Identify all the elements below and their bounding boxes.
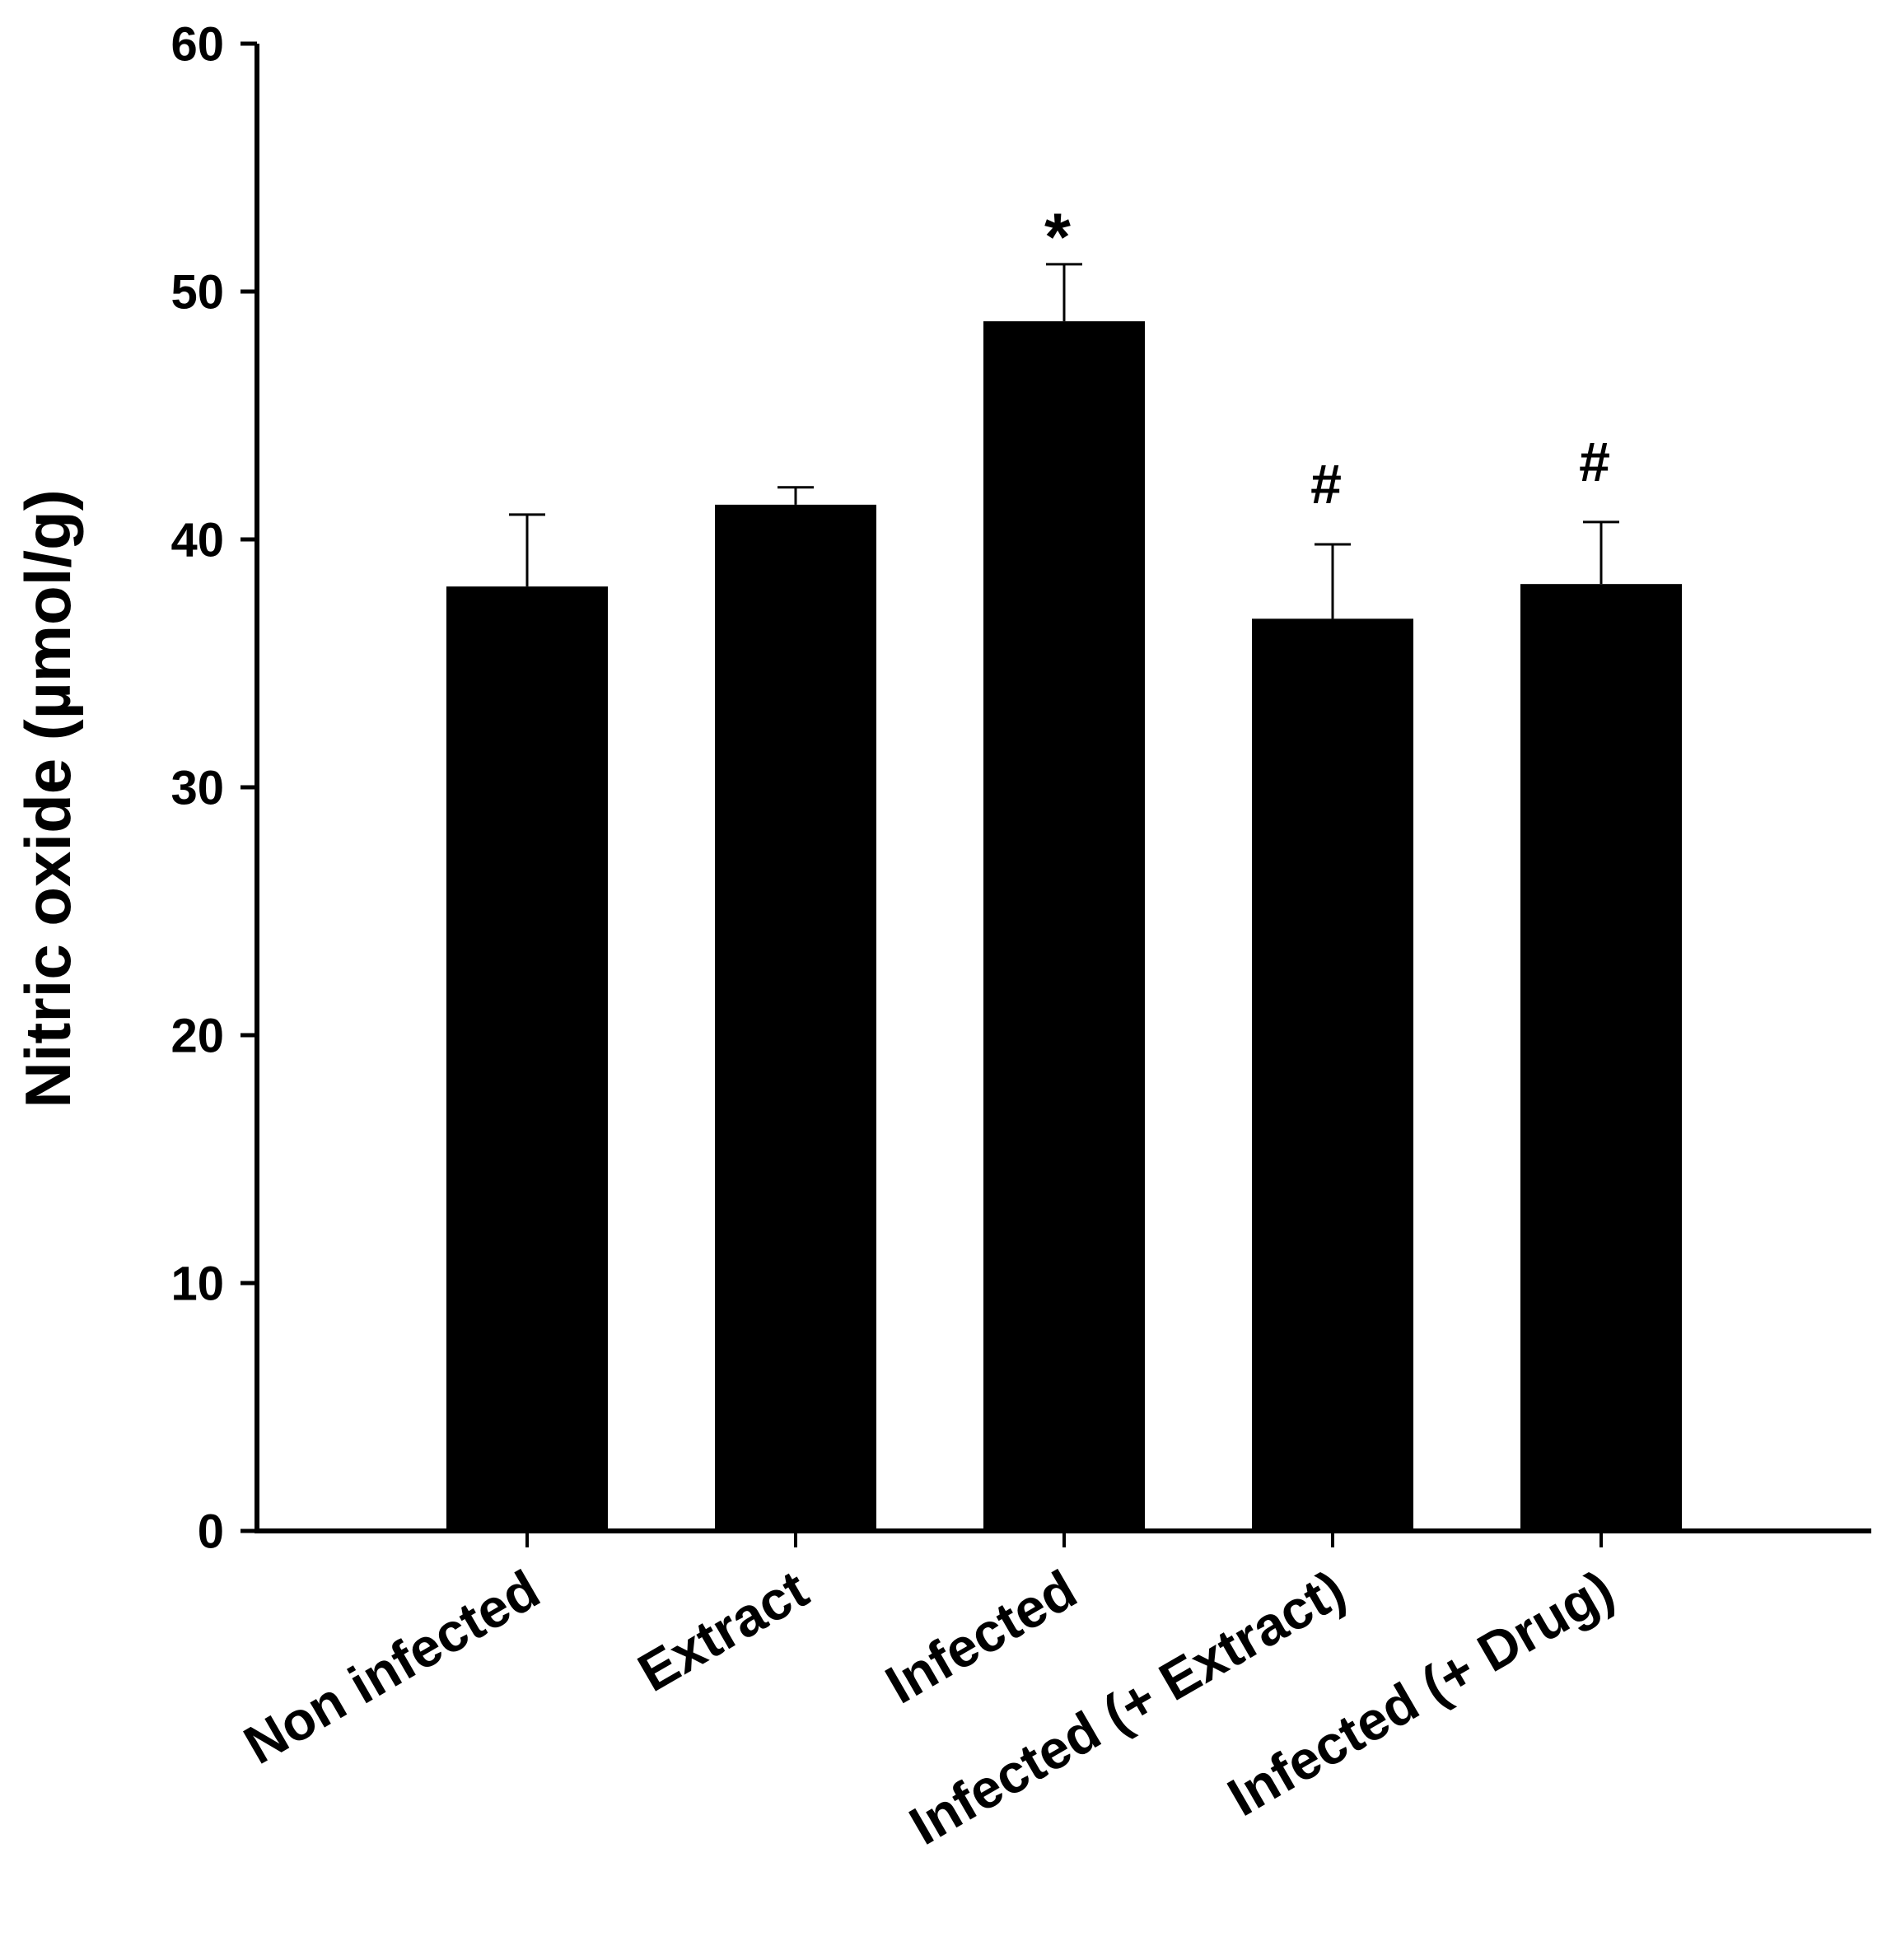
y-tick-label-5: 50 (170, 265, 224, 319)
y-tick-label-1: 10 (170, 1257, 224, 1310)
x-tick-label-2: Infected (876, 1558, 1086, 1715)
y-axis-label: Nitric oxide (µmol/g) (12, 489, 84, 1108)
y-tick-label-0: 0 (198, 1505, 224, 1558)
bars-layer: * # # (446, 200, 1682, 1532)
bar-0 (446, 586, 608, 1532)
y-tick-label-4: 40 (170, 513, 224, 567)
x-tick-label-1: Extract (628, 1558, 818, 1703)
y-tick-label-3: 30 (170, 761, 224, 814)
annotation-3: # (1310, 453, 1342, 516)
bar-4 (1520, 584, 1682, 1532)
bar-2 (983, 321, 1145, 1531)
annotation-2: * (1044, 200, 1071, 275)
y-tick-label-6: 60 (170, 17, 224, 71)
bar-1 (715, 504, 876, 1531)
y-tick-label-2: 20 (170, 1009, 224, 1062)
annotation-4: # (1579, 431, 1610, 493)
bar-3 (1252, 618, 1413, 1531)
x-tick-label-3: Infected (+ Extract) (899, 1558, 1355, 1856)
x-tick-label-0: Non infected (234, 1558, 549, 1776)
